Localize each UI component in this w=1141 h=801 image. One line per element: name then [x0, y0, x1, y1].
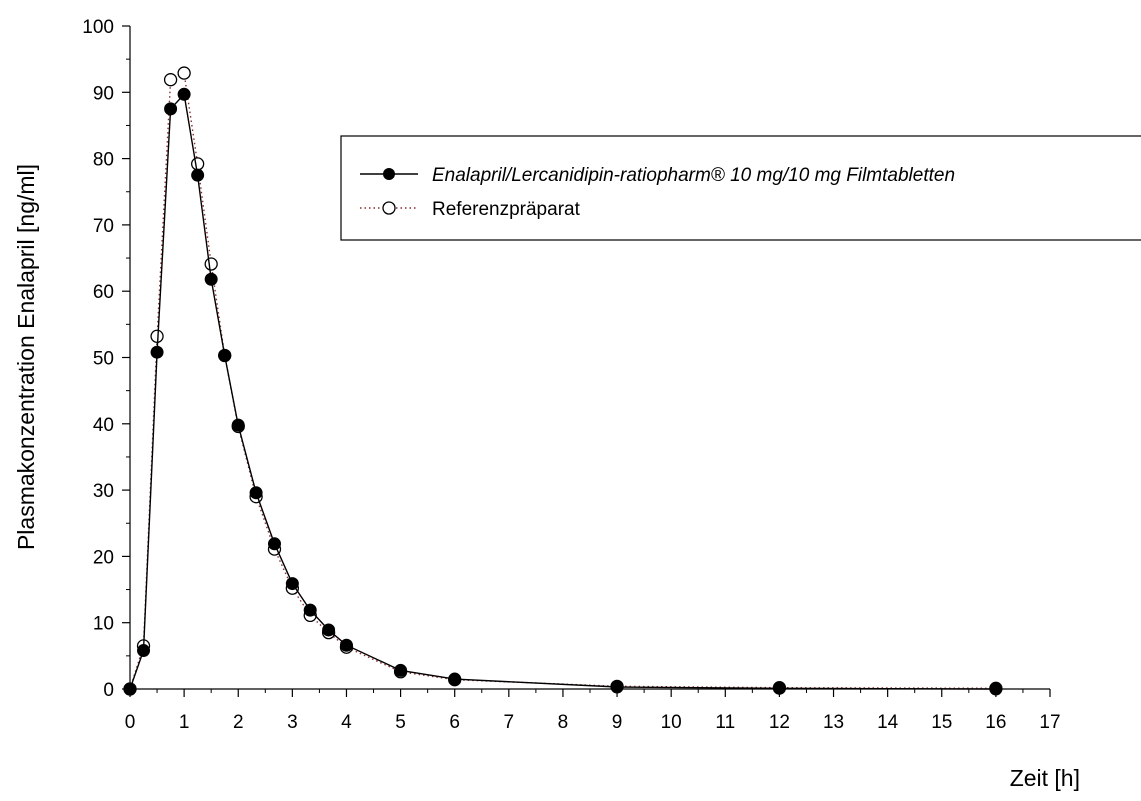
x-tick-label: 16: [985, 712, 1006, 733]
x-tick-label: 4: [341, 712, 352, 733]
y-tick-label: 70: [93, 216, 114, 237]
x-tick-label: 5: [395, 712, 406, 733]
x-tick-label: 7: [504, 712, 515, 733]
data-point-open: [190, 157, 205, 171]
legend: Enalapril/Lercanidipin-ratiopharm® 10 mg…: [340, 135, 1141, 241]
x-tick-label: 8: [558, 712, 569, 733]
data-point-filled: [339, 638, 353, 652]
data-point-filled: [191, 168, 205, 182]
y-tick-label: 10: [93, 614, 114, 635]
x-axis-title: Zeit [h]: [1010, 765, 1080, 791]
x-tick-label: 6: [449, 712, 460, 733]
data-point-open: [163, 73, 178, 87]
x-tick-label: 17: [1039, 712, 1060, 733]
data-point-filled: [267, 537, 281, 551]
data-point-filled: [137, 644, 151, 658]
data-point-open: [177, 66, 191, 80]
data-point-filled: [249, 486, 263, 500]
y-tick-label: 100: [82, 17, 114, 38]
data-point-filled: [177, 87, 191, 101]
legend-marker-open: [382, 201, 396, 215]
x-tick-label: 10: [661, 712, 682, 733]
y-tick-label: 90: [93, 83, 114, 104]
x-tick-label: 15: [931, 712, 952, 733]
y-tick-label: 50: [93, 349, 114, 370]
x-tick-label: 9: [612, 712, 623, 733]
data-point-filled: [123, 682, 137, 696]
x-tick-label: 1: [179, 712, 190, 733]
x-tick-label: 12: [769, 712, 790, 733]
series-line-1: [129, 72, 996, 690]
data-point-filled: [322, 623, 336, 637]
legend-marker-filled: [383, 168, 395, 180]
data-point-filled: [204, 272, 218, 286]
data-point-filled: [285, 577, 299, 591]
y-tick-label: 0: [103, 680, 114, 701]
y-tick-label: 60: [93, 282, 114, 303]
series-layer: [123, 66, 1003, 696]
x-tick-label: 2: [233, 712, 244, 733]
legend-label: Referenzpräparat: [432, 199, 581, 220]
x-tick-label: 14: [877, 712, 899, 733]
data-point-filled: [989, 682, 1003, 696]
x-tick-label: 0: [125, 712, 136, 733]
data-point-open: [204, 257, 218, 271]
data-point-filled: [772, 681, 786, 695]
y-tick-label: 20: [93, 547, 114, 568]
data-point-filled: [231, 418, 245, 432]
y-tick-label: 30: [93, 481, 114, 502]
legend-box: [340, 135, 1141, 241]
data-point-filled: [303, 603, 317, 617]
data-point-filled: [610, 680, 624, 694]
data-point-filled: [164, 102, 178, 116]
x-tick-label: 11: [715, 712, 735, 733]
data-point-filled: [448, 672, 462, 686]
x-tick-label: 13: [823, 712, 844, 733]
y-tick-label: 80: [93, 150, 114, 171]
legend-label: Enalapril/Lercanidipin-ratiopharm® 10 mg…: [432, 165, 955, 186]
x-tick-label: 3: [287, 712, 298, 733]
y-axis-title: Plasmakonzentration Enalapril [ng/ml]: [13, 164, 39, 550]
data-point-filled: [394, 663, 408, 677]
y-tick-label: 40: [93, 415, 114, 436]
data-point-filled: [218, 349, 232, 363]
data-point-filled: [150, 345, 164, 359]
